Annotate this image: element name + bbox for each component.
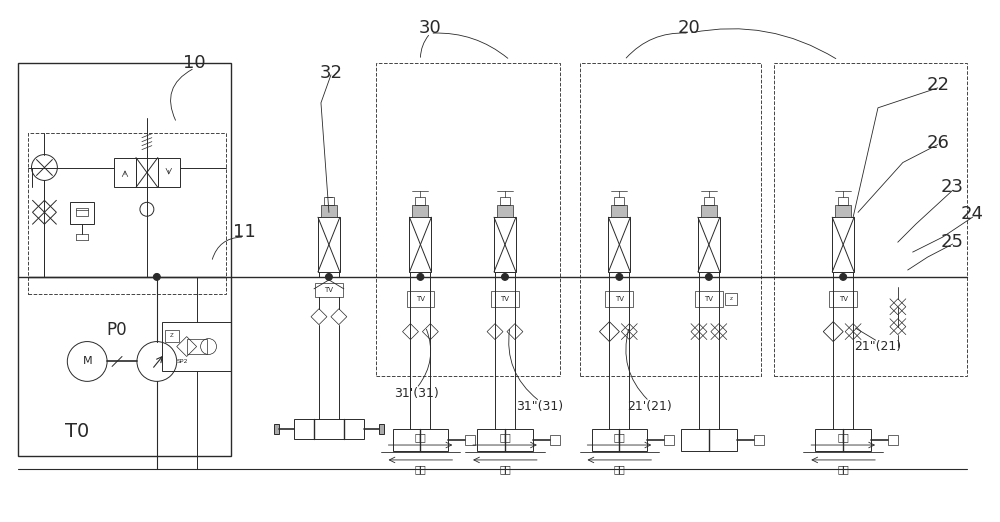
Bar xyxy=(114,158,136,187)
Text: TV: TV xyxy=(500,296,509,302)
Bar xyxy=(681,429,737,451)
Bar xyxy=(407,291,434,307)
Bar xyxy=(664,435,674,445)
Bar xyxy=(491,291,519,307)
Text: 26: 26 xyxy=(926,134,949,151)
Bar xyxy=(888,435,898,445)
Bar xyxy=(409,217,431,272)
Bar xyxy=(412,205,428,217)
Bar xyxy=(318,217,340,272)
Text: 反转: 反转 xyxy=(499,464,511,474)
Bar xyxy=(838,197,848,205)
Text: 32: 32 xyxy=(319,64,342,82)
Bar xyxy=(393,429,448,451)
Text: 压紧: 压紧 xyxy=(837,432,849,442)
Bar xyxy=(379,424,384,434)
Bar xyxy=(500,197,510,205)
Text: Z: Z xyxy=(170,333,174,338)
Circle shape xyxy=(153,274,160,280)
Bar xyxy=(187,339,207,354)
Circle shape xyxy=(705,274,712,280)
Text: 31"(31): 31"(31) xyxy=(516,400,563,413)
Text: P0: P0 xyxy=(107,321,127,339)
Bar xyxy=(698,217,720,272)
Bar xyxy=(829,291,857,307)
Text: 涨紧: 涨紧 xyxy=(613,432,625,442)
Text: TV: TV xyxy=(704,296,713,302)
Text: 后退: 后退 xyxy=(415,464,426,474)
Bar xyxy=(704,197,714,205)
Bar xyxy=(477,429,533,451)
Text: TV: TV xyxy=(839,296,848,302)
Bar xyxy=(611,205,627,217)
Bar xyxy=(592,429,647,451)
Text: 20: 20 xyxy=(678,19,700,37)
Text: M: M xyxy=(82,357,92,366)
Bar xyxy=(321,205,337,217)
Text: TV: TV xyxy=(324,287,333,293)
Bar xyxy=(315,283,343,297)
Bar xyxy=(550,435,560,445)
Bar xyxy=(815,429,871,451)
Text: 31'(31): 31'(31) xyxy=(394,387,439,400)
Text: 24: 24 xyxy=(961,205,984,223)
Bar xyxy=(165,329,179,341)
Text: T0: T0 xyxy=(65,422,89,441)
Text: z: z xyxy=(729,296,732,301)
Bar xyxy=(725,293,737,305)
Bar xyxy=(162,322,231,372)
Text: 30: 30 xyxy=(419,19,442,37)
Bar xyxy=(70,203,94,224)
Text: 正转: 正转 xyxy=(499,432,511,442)
Bar xyxy=(580,63,761,376)
Bar xyxy=(754,435,764,445)
Bar xyxy=(608,217,630,272)
Bar xyxy=(497,205,513,217)
Bar xyxy=(136,158,158,187)
Bar xyxy=(695,291,723,307)
Text: 松开: 松开 xyxy=(613,464,625,474)
Text: 10: 10 xyxy=(183,54,206,72)
Bar xyxy=(494,217,516,272)
Bar xyxy=(274,424,279,434)
Text: TV: TV xyxy=(416,296,425,302)
Bar xyxy=(324,197,334,205)
Bar xyxy=(415,197,425,205)
Bar xyxy=(294,419,364,439)
Text: 前进: 前进 xyxy=(415,432,426,442)
Bar xyxy=(376,63,560,376)
Text: 25: 25 xyxy=(941,233,964,251)
Bar xyxy=(605,291,633,307)
Text: 21'(21): 21'(21) xyxy=(627,400,672,413)
Bar xyxy=(835,205,851,217)
Bar xyxy=(701,205,717,217)
Bar xyxy=(76,208,88,216)
Circle shape xyxy=(325,274,332,280)
Text: 21"(21): 21"(21) xyxy=(854,340,902,353)
Text: 11: 11 xyxy=(233,223,256,241)
Circle shape xyxy=(501,274,508,280)
Bar xyxy=(614,197,624,205)
Circle shape xyxy=(616,274,623,280)
Text: TV: TV xyxy=(615,296,624,302)
Text: 22: 22 xyxy=(926,76,949,94)
Bar xyxy=(832,217,854,272)
Circle shape xyxy=(840,274,847,280)
Bar xyxy=(18,63,231,456)
Bar xyxy=(28,133,226,294)
Bar xyxy=(774,63,967,376)
Text: 松开: 松开 xyxy=(837,464,849,474)
Text: 23: 23 xyxy=(941,179,964,196)
Bar xyxy=(158,158,180,187)
Text: SP2: SP2 xyxy=(177,359,188,364)
Circle shape xyxy=(417,274,424,280)
Bar xyxy=(465,435,475,445)
